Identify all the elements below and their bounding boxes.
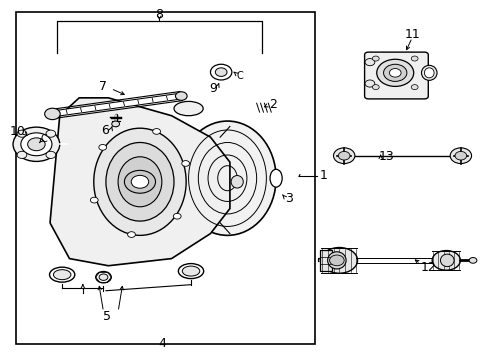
Text: 3: 3 [285,193,293,206]
Circle shape [21,133,52,156]
Circle shape [175,92,187,100]
Circle shape [383,64,406,81]
Circle shape [17,151,27,158]
PathPatch shape [50,98,229,266]
Ellipse shape [118,157,162,207]
Circle shape [152,129,160,134]
Ellipse shape [327,252,346,269]
Text: 10: 10 [9,125,25,138]
Circle shape [468,257,476,263]
Text: 11: 11 [404,28,419,41]
Circle shape [376,59,413,86]
Circle shape [46,130,56,137]
Text: 1: 1 [319,169,327,182]
Ellipse shape [421,65,436,80]
Circle shape [28,138,45,151]
Circle shape [372,56,378,61]
Circle shape [333,148,354,163]
Circle shape [13,127,60,161]
Ellipse shape [106,143,174,221]
Text: 4: 4 [158,337,165,350]
Bar [319,249,331,271]
Text: 2: 2 [268,98,276,111]
Ellipse shape [182,266,200,276]
Text: 5: 5 [103,310,111,323]
Circle shape [124,170,155,193]
Circle shape [210,64,231,80]
Circle shape [44,108,60,120]
Ellipse shape [321,248,357,273]
Text: 7: 7 [99,80,107,93]
Circle shape [454,152,466,160]
Ellipse shape [179,121,276,235]
Circle shape [96,271,111,283]
Circle shape [215,68,226,76]
Circle shape [410,85,417,90]
Circle shape [410,56,417,61]
Text: C: C [40,134,47,144]
Ellipse shape [53,270,71,280]
Circle shape [372,85,378,90]
Circle shape [182,161,189,166]
Circle shape [90,197,98,203]
Circle shape [99,144,106,150]
Circle shape [99,274,108,280]
Text: 8: 8 [155,9,163,22]
Circle shape [17,130,27,137]
Ellipse shape [94,128,186,235]
Bar [16,12,314,344]
Text: 12: 12 [420,261,435,274]
Circle shape [365,59,374,66]
Ellipse shape [231,176,243,188]
Circle shape [112,121,119,127]
Circle shape [365,80,374,87]
Circle shape [388,68,400,77]
Ellipse shape [431,251,459,270]
Ellipse shape [174,102,203,116]
Ellipse shape [269,169,282,187]
Text: 13: 13 [378,149,394,163]
Circle shape [46,151,56,158]
Circle shape [338,152,349,160]
Text: 6: 6 [101,124,109,137]
Ellipse shape [178,264,203,279]
Circle shape [329,255,344,266]
Ellipse shape [49,267,75,282]
Circle shape [131,175,148,188]
Circle shape [173,213,181,219]
Circle shape [449,148,470,163]
Text: 9: 9 [208,82,216,95]
Ellipse shape [440,254,453,267]
Text: C: C [236,71,243,81]
Ellipse shape [424,68,433,78]
FancyBboxPatch shape [364,52,427,99]
Circle shape [127,232,135,237]
